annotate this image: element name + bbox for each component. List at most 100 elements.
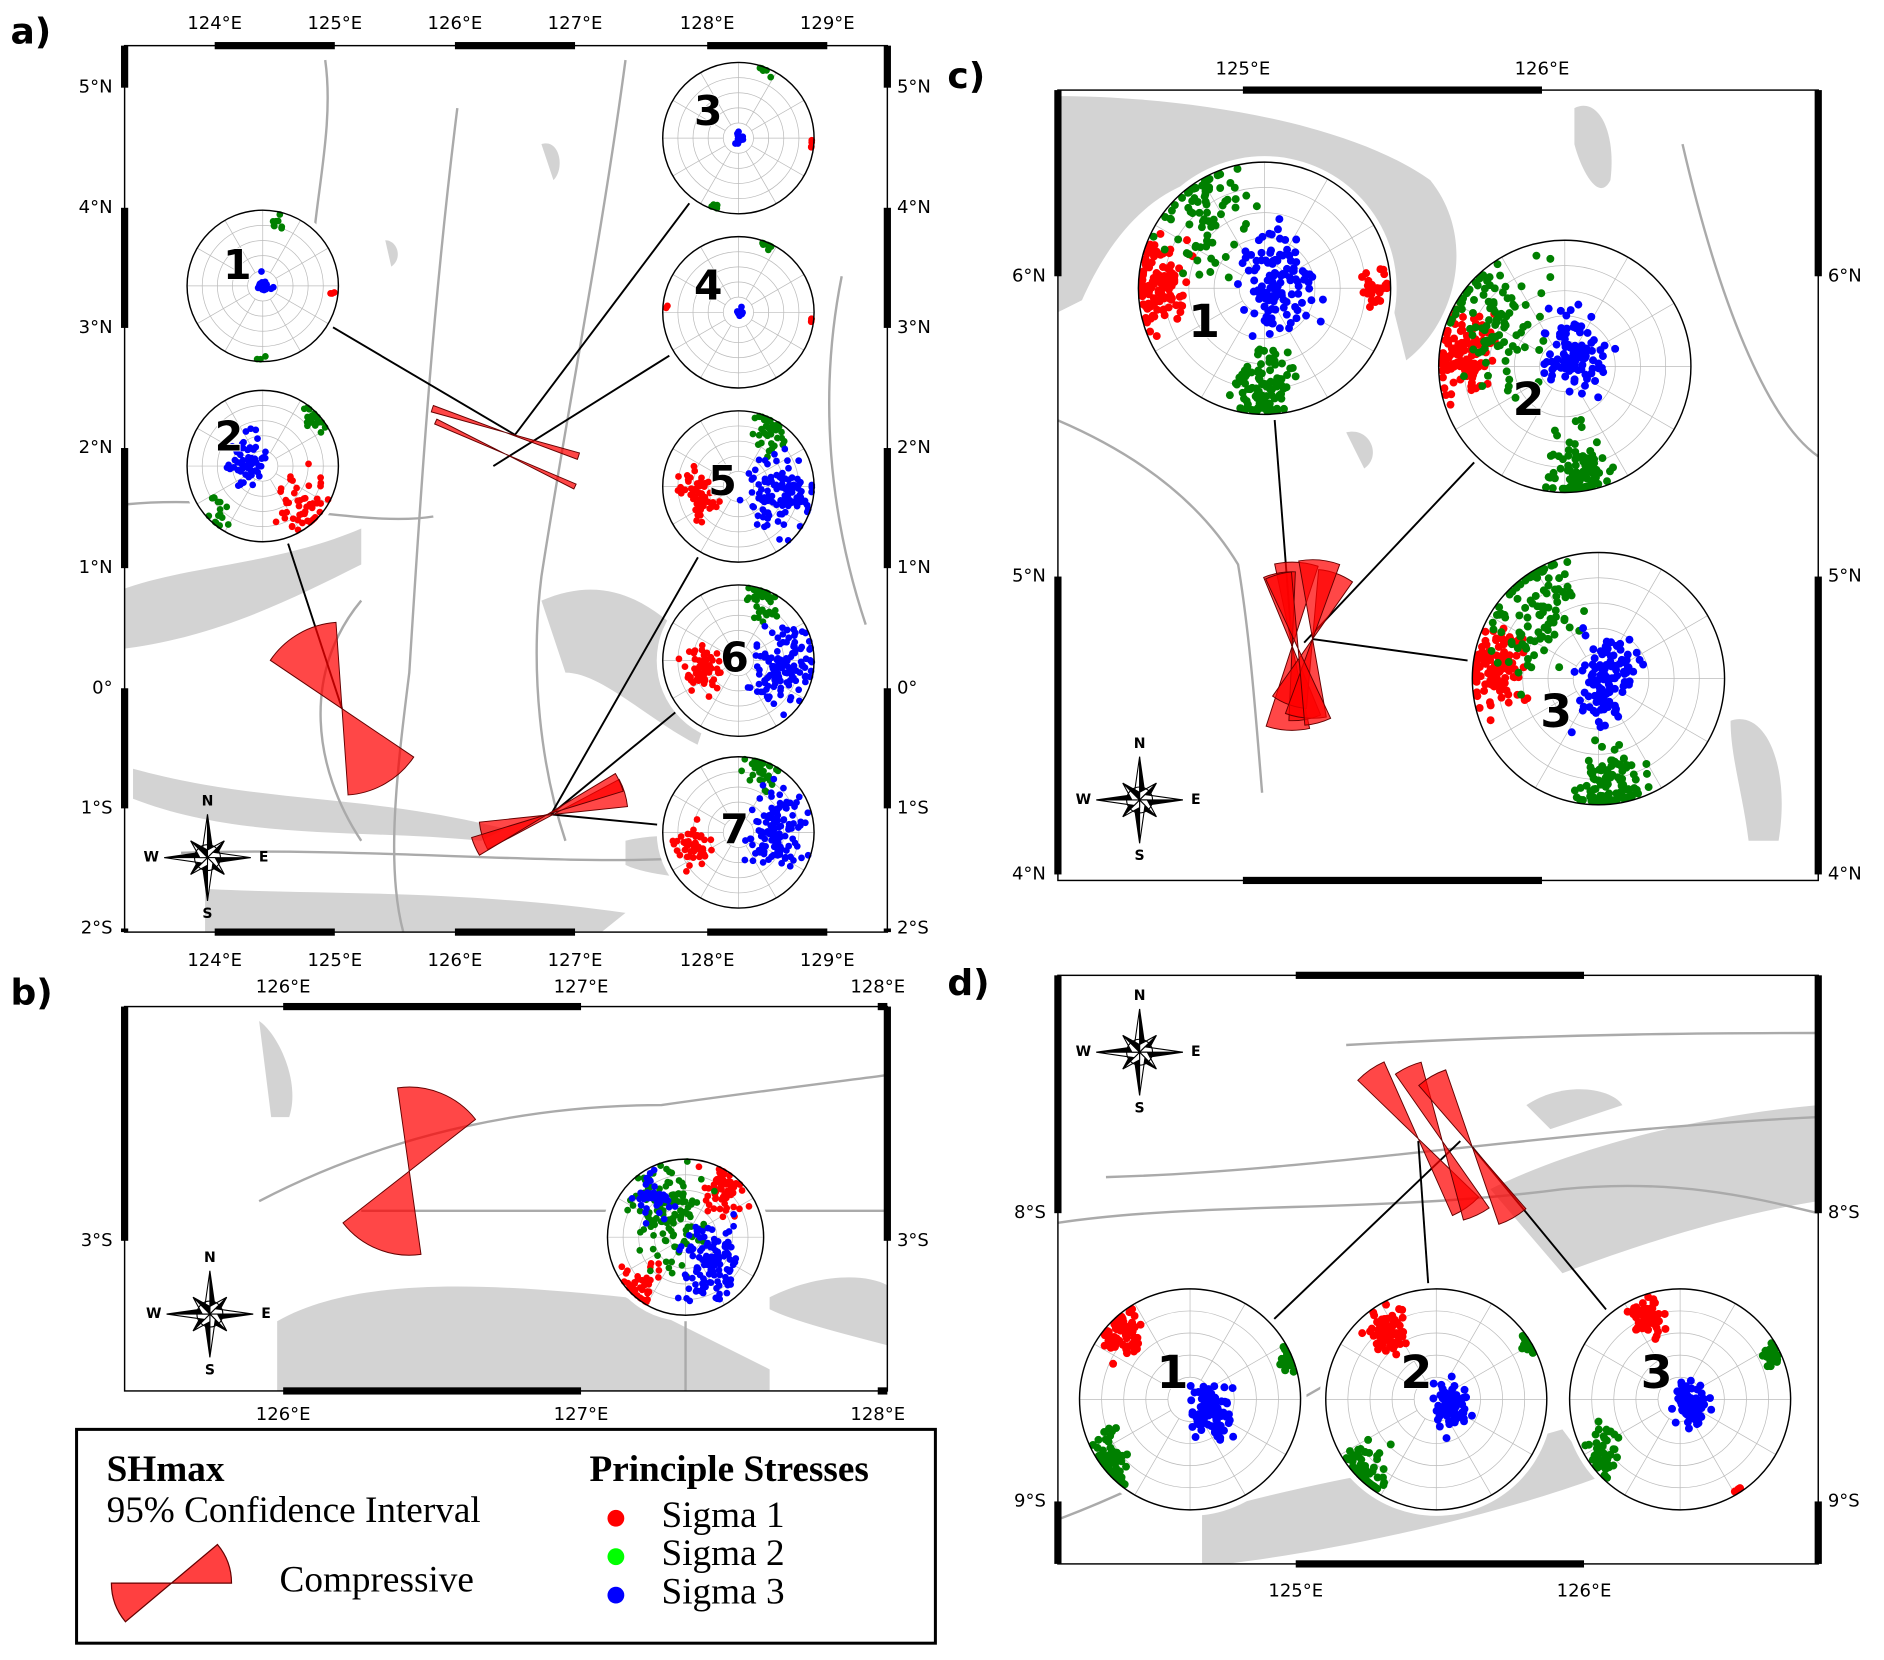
stress-point bbox=[1493, 260, 1502, 269]
stress-point bbox=[1376, 1333, 1385, 1342]
stress-point bbox=[1565, 475, 1574, 484]
stress-point bbox=[700, 1275, 707, 1282]
stress-point bbox=[1668, 1404, 1676, 1413]
stress-point bbox=[1349, 1451, 1357, 1460]
stress-point bbox=[699, 675, 706, 683]
stress-point bbox=[1697, 1389, 1706, 1398]
stress-point bbox=[1254, 288, 1263, 297]
stress-point bbox=[315, 419, 322, 426]
stress-point bbox=[1511, 393, 1520, 402]
stress-point bbox=[753, 643, 761, 650]
stress-point bbox=[1263, 258, 1272, 267]
stress-point bbox=[1551, 606, 1560, 615]
stress-point bbox=[1273, 405, 1282, 414]
stress-point bbox=[804, 809, 812, 817]
stress-point bbox=[1210, 1428, 1219, 1437]
stress-point bbox=[1611, 708, 1620, 716]
stress-point bbox=[1587, 671, 1596, 680]
stress-point bbox=[684, 1223, 692, 1231]
stress-point bbox=[1257, 282, 1266, 291]
stress-point bbox=[765, 673, 773, 681]
stress-point bbox=[790, 857, 797, 864]
shmax-wedge bbox=[341, 707, 415, 796]
stress-point bbox=[703, 662, 711, 670]
stress-point bbox=[636, 1246, 644, 1254]
stress-point bbox=[776, 536, 783, 543]
stress-point bbox=[1205, 175, 1214, 183]
stress-point bbox=[1587, 454, 1596, 462]
stress-point bbox=[1242, 191, 1251, 200]
stress-point bbox=[1292, 235, 1301, 244]
stress-point bbox=[1217, 210, 1225, 219]
stress-point bbox=[712, 1195, 719, 1203]
stress-point bbox=[660, 1191, 667, 1199]
stress-point bbox=[1595, 683, 1604, 692]
stress-point bbox=[1624, 786, 1633, 795]
frame-segment bbox=[883, 207, 891, 328]
compass-rose: N E S W bbox=[1076, 988, 1201, 1116]
stress-point bbox=[746, 684, 754, 692]
tick-label: 6°N bbox=[1012, 265, 1046, 286]
stress-point bbox=[708, 678, 716, 686]
stress-point bbox=[1758, 1351, 1767, 1360]
frame-segment bbox=[1814, 1501, 1822, 1564]
stress-point bbox=[1144, 281, 1153, 290]
stress-point bbox=[1619, 754, 1628, 763]
stress-point bbox=[785, 842, 793, 850]
stress-point bbox=[1161, 293, 1170, 302]
tick-label: 124°E bbox=[187, 950, 242, 971]
stress-point bbox=[763, 685, 770, 693]
stress-point bbox=[727, 1243, 735, 1251]
tick-label: 9°S bbox=[1828, 1490, 1860, 1511]
stress-point bbox=[1217, 1412, 1226, 1420]
stress-point bbox=[1567, 728, 1576, 737]
stress-point bbox=[748, 489, 756, 496]
stress-point bbox=[1372, 1339, 1381, 1348]
tick-label: 9°S bbox=[1014, 1490, 1046, 1511]
stress-point bbox=[1484, 371, 1492, 380]
stress-point bbox=[675, 655, 683, 663]
stress-point bbox=[717, 669, 724, 677]
stress-point bbox=[1605, 789, 1614, 798]
landmass bbox=[124, 528, 362, 649]
stress-point bbox=[1226, 178, 1235, 187]
stress-point bbox=[787, 693, 795, 701]
stereonet-outline bbox=[1437, 239, 1692, 494]
stress-point bbox=[1464, 361, 1473, 370]
stress-point bbox=[1176, 308, 1185, 317]
stress-point bbox=[1551, 585, 1559, 594]
stress-point bbox=[721, 1200, 729, 1207]
stress-point bbox=[703, 656, 710, 664]
stress-point bbox=[680, 1182, 687, 1190]
tick-label: 126°E bbox=[256, 1404, 311, 1425]
stereonet-grid bbox=[275, 293, 329, 325]
stress-point bbox=[1255, 345, 1264, 354]
stereonet: 7 bbox=[656, 750, 821, 915]
stress-point bbox=[714, 1249, 721, 1257]
stress-point bbox=[1457, 305, 1466, 314]
stress-point bbox=[281, 514, 289, 522]
stress-point bbox=[238, 460, 245, 468]
compass-letter: W bbox=[1076, 792, 1092, 808]
stress-point bbox=[1550, 560, 1559, 569]
stress-point bbox=[1589, 774, 1598, 783]
stress-point bbox=[1561, 593, 1570, 602]
stress-point bbox=[1534, 378, 1543, 387]
stress-point bbox=[1375, 1325, 1384, 1334]
stereonet-number: 1 bbox=[1157, 1346, 1189, 1399]
stress-point bbox=[1116, 1320, 1125, 1329]
stress-point bbox=[772, 481, 780, 489]
stress-point bbox=[1513, 345, 1522, 354]
stress-point bbox=[1562, 324, 1571, 333]
stress-point bbox=[636, 1207, 644, 1215]
compass-point bbox=[1139, 798, 1146, 844]
stereonet-grid bbox=[1535, 700, 1587, 789]
frame-segment bbox=[121, 1006, 129, 1241]
stress-point bbox=[1134, 1339, 1143, 1348]
stress-point bbox=[668, 1269, 676, 1277]
stress-point bbox=[1582, 482, 1591, 491]
stereonet-grid bbox=[270, 400, 301, 454]
stress-point bbox=[278, 223, 286, 231]
stress-point bbox=[238, 440, 246, 448]
stress-point bbox=[689, 1245, 697, 1253]
